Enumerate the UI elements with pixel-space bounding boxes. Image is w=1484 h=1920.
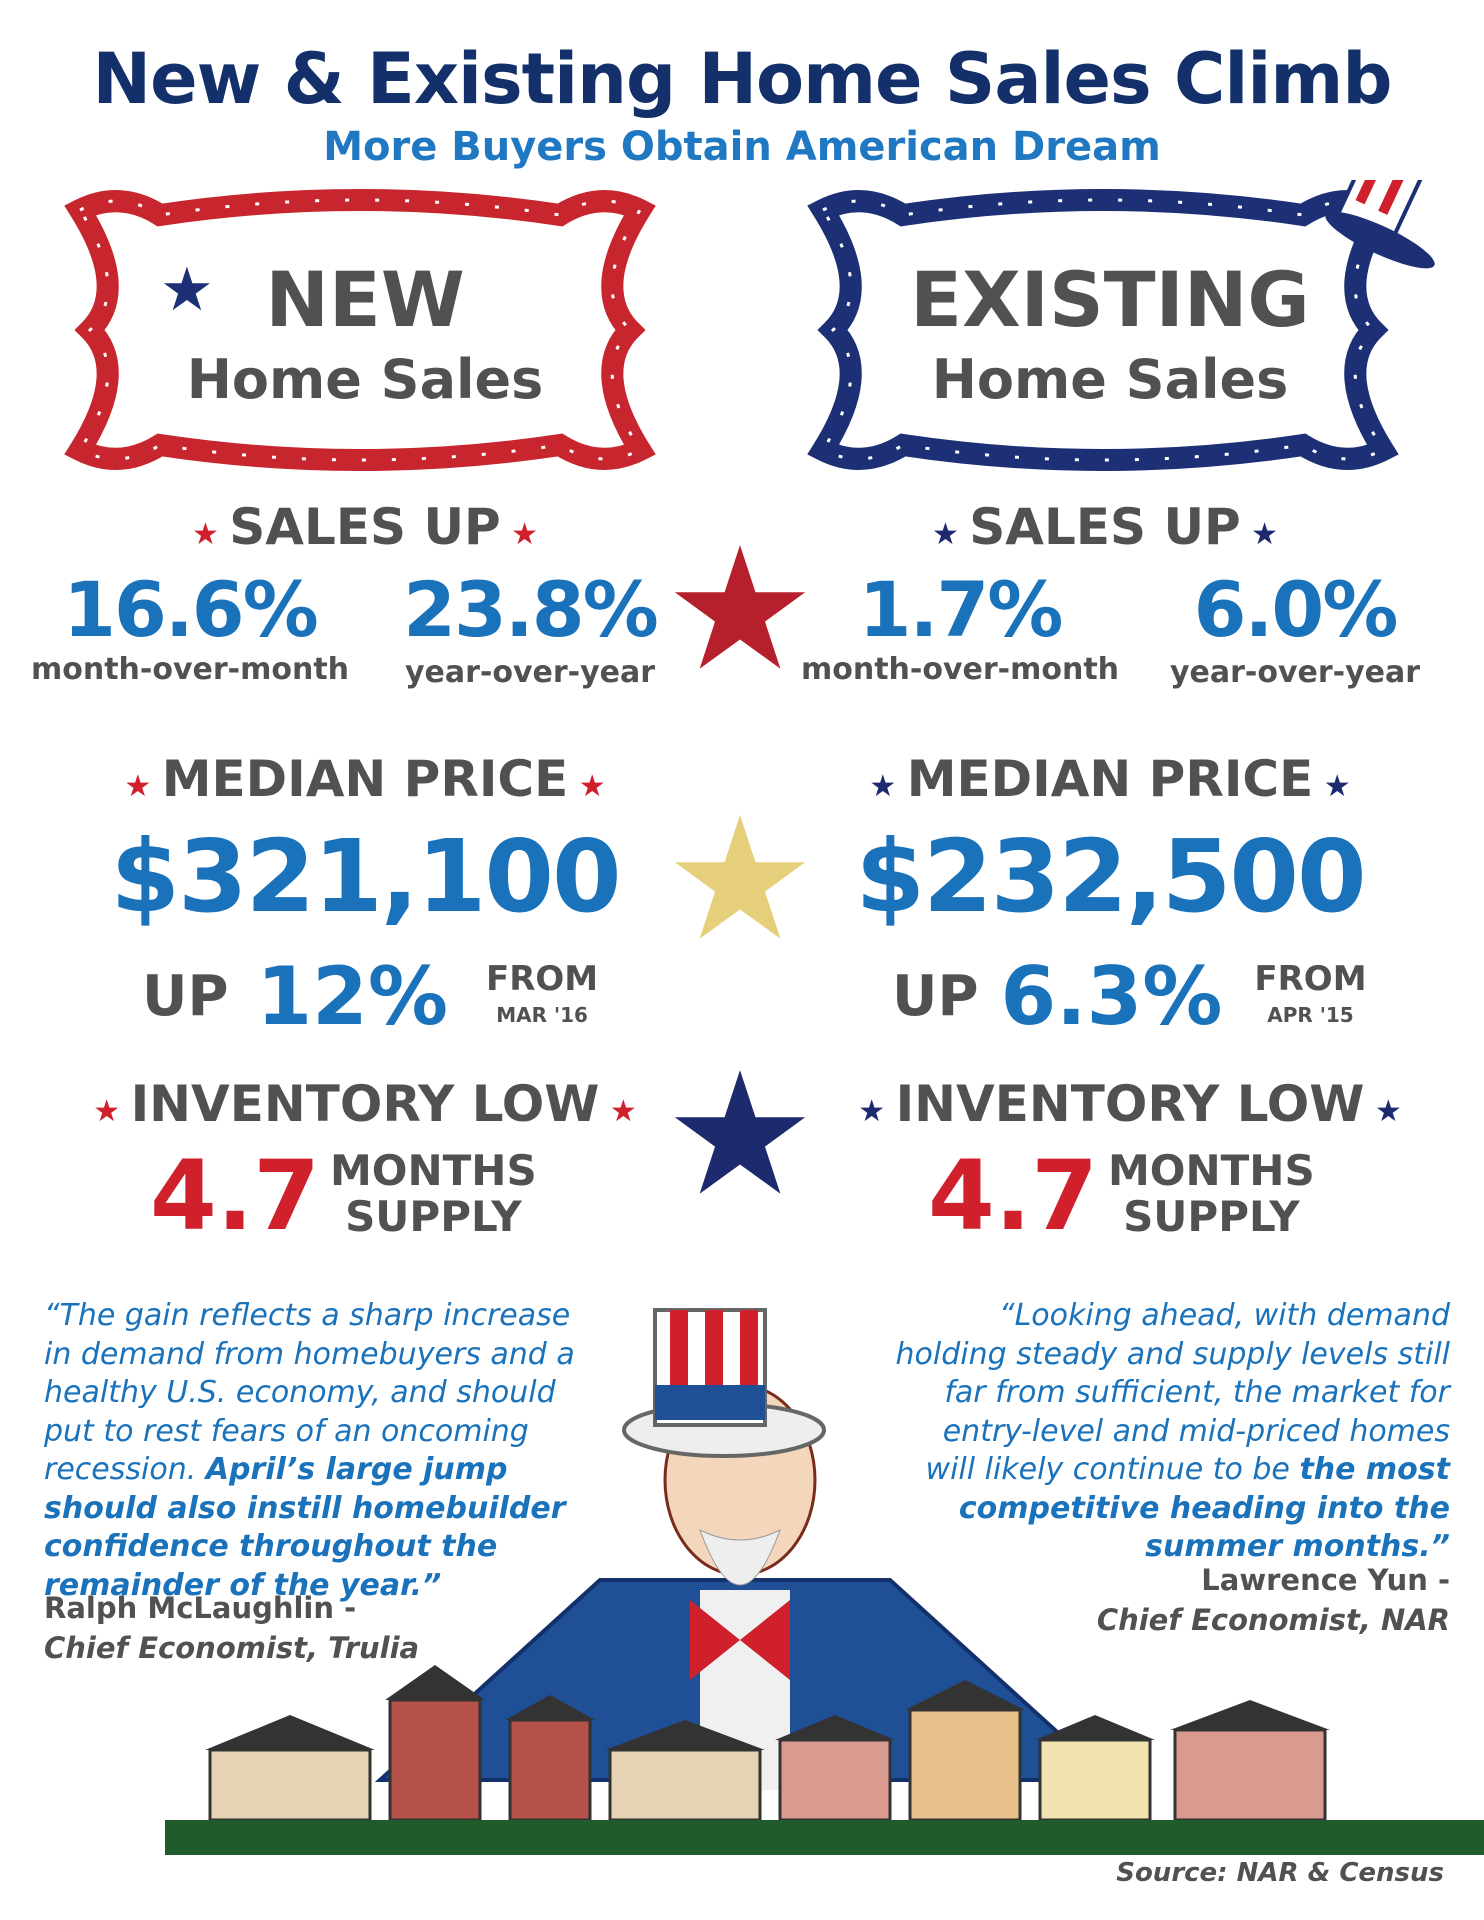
new-mom-label: month-over-month [30, 652, 350, 687]
quote-left: “The gain reflects a sharp increase in d… [44, 1298, 575, 1603]
median-price-label: MEDIAN PRICE [906, 750, 1314, 808]
source-note: Source: NAR & Census [1116, 1858, 1444, 1888]
navy-star-icon: ★ [663, 1036, 817, 1234]
up-label: UP [142, 964, 229, 1029]
existing-frame [807, 189, 1399, 471]
existing-inventory-header: ★ INVENTORY LOW ★ [858, 1075, 1402, 1133]
new-subheading: Home Sales [186, 348, 544, 411]
gold-star-icon: ★ [663, 781, 817, 979]
median-price-label: MEDIAN PRICE [161, 750, 569, 808]
new-frame [64, 189, 656, 471]
new-months-supply: MONTHS SUPPLY [330, 1146, 537, 1241]
ground [165, 1820, 1484, 1855]
existing-heading: EXISTING [910, 255, 1310, 344]
from-label: FROM MAR '16 [486, 958, 599, 1027]
title: New & Existing Home Sales Climb [92, 38, 1393, 120]
red-star-icon: ★ [663, 511, 817, 709]
from-label: FROM APR '15 [1254, 958, 1367, 1027]
frames [64, 180, 1435, 471]
existing-median-price: $232,500 [855, 818, 1366, 935]
sales-up-label: SALES UP [229, 498, 501, 556]
existing-inventory-value: 4.7 [928, 1140, 1099, 1252]
up-percent: 6.3% [1000, 950, 1223, 1043]
up-percent: 12% [256, 950, 448, 1043]
author-left: Ralph McLaughlin - Chief Economist, Truli… [44, 1591, 420, 1665]
new-price-change: UP 12% FROM MAR '16 [142, 950, 598, 1043]
existing-yoy-value: 6.0% [1193, 565, 1399, 654]
subtitle: More Buyers Obtain American Dream [323, 124, 1161, 170]
inventory-label: INVENTORY LOW [895, 1075, 1365, 1133]
new-yoy-value: 23.8% [403, 565, 659, 654]
houses-illustration [165, 1665, 1484, 1855]
new-median-price: $321,100 [110, 818, 621, 935]
existing-months-supply: MONTHS SUPPLY [1108, 1146, 1315, 1241]
new-yoy-label: year-over-year [404, 655, 656, 690]
author-right: Lawrence Yun - Chief Economist, NAR [1096, 1563, 1450, 1637]
new-mom-value: 16.6% [63, 565, 319, 654]
up-label: UP [892, 964, 979, 1029]
existing-price-change: UP 6.3% FROM APR '15 [892, 950, 1367, 1043]
sales-up-label: SALES UP [969, 498, 1241, 556]
existing-sales-header: ★ SALES UP ★ [931, 498, 1279, 556]
existing-subheading: Home Sales [931, 348, 1289, 411]
new-inventory-header: ★ INVENTORY LOW ★ [93, 1075, 637, 1133]
existing-mom-label: month-over-month [800, 652, 1120, 687]
existing-yoy-label: year-over-year [1169, 655, 1421, 690]
star-icon: ★ [160, 255, 214, 325]
new-sales-header: ★ SALES UP ★ [191, 498, 539, 556]
quote-right: “Looking ahead, with demand holding stea… [895, 1298, 1450, 1564]
existing-price-header: ★ MEDIAN PRICE ★ [869, 750, 1351, 808]
inventory-label: INVENTORY LOW [130, 1075, 600, 1133]
top-hat-icon [1325, 180, 1435, 269]
new-price-header: ★ MEDIAN PRICE ★ [124, 750, 606, 808]
existing-mom-value: 1.7% [858, 565, 1064, 654]
new-heading: NEW [265, 255, 465, 344]
new-inventory-value: 4.7 [150, 1140, 321, 1252]
